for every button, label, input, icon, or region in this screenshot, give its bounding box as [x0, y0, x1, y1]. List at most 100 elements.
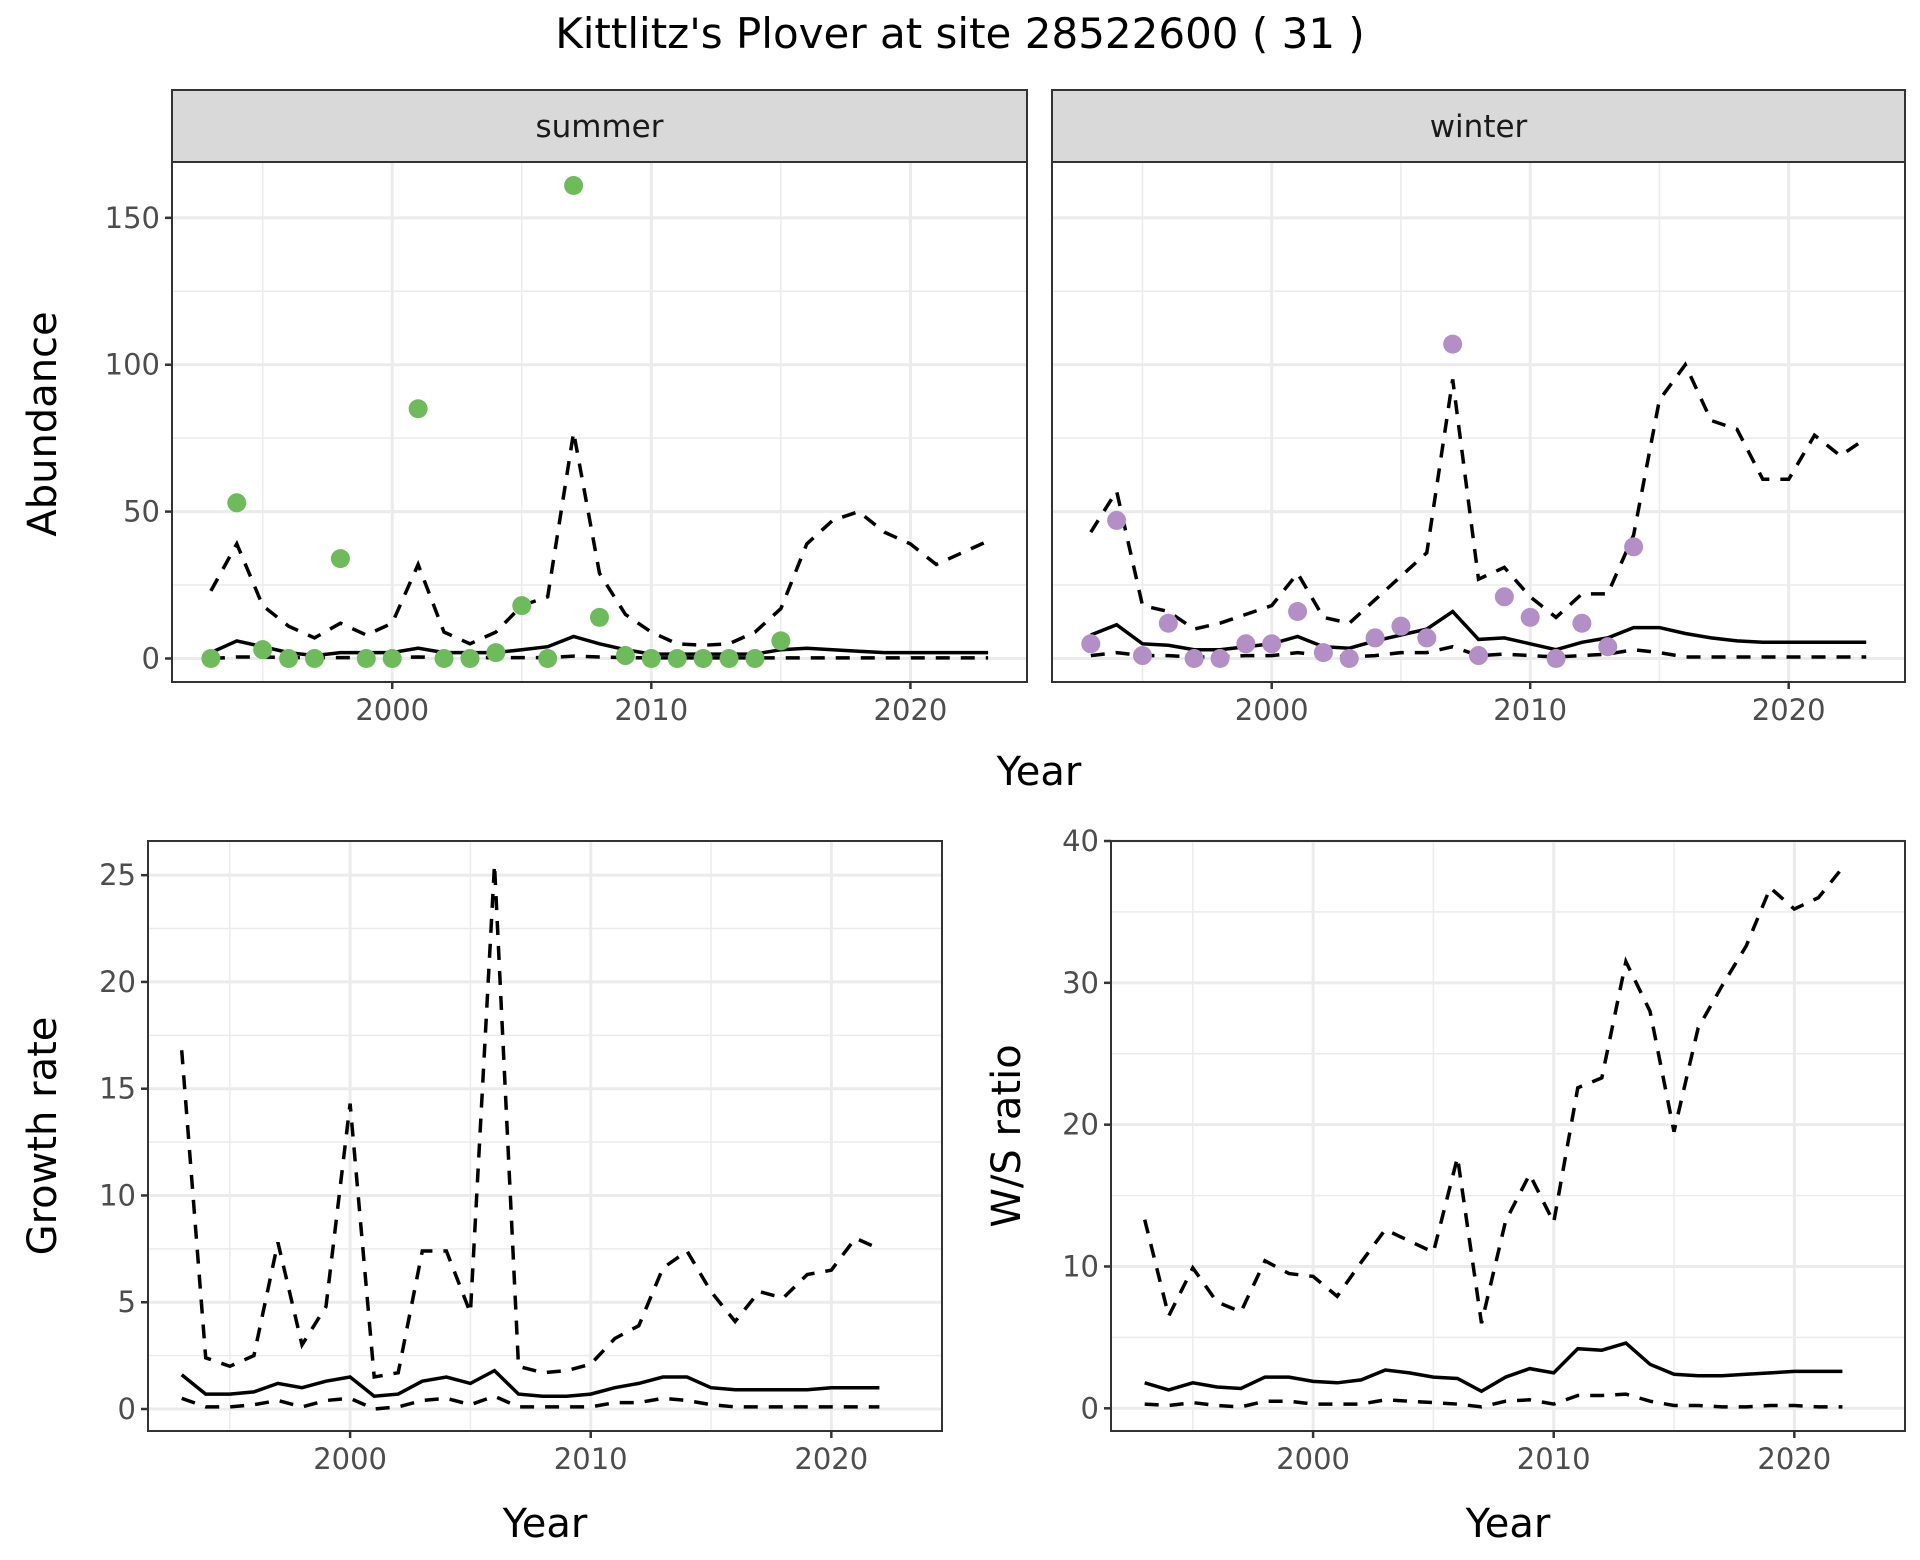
data-point — [434, 648, 454, 668]
data-point — [1494, 587, 1514, 607]
strip-summer — [171, 89, 1028, 163]
data-point — [719, 648, 739, 668]
data-point — [279, 648, 299, 668]
data-point — [745, 648, 765, 668]
panel-summer: summer 0 50 100 150 2000 2010 2020 — [105, 89, 1028, 727]
panel-border — [1051, 161, 1906, 683]
data-point — [1158, 613, 1178, 633]
x-tick-label: 2020 — [874, 693, 948, 727]
data-point — [1262, 634, 1282, 654]
data-point — [1520, 607, 1540, 627]
data-point — [1417, 628, 1437, 648]
plot-area-winter: 2000 2010 2020 — [1051, 161, 1906, 727]
y-tick-label: 20 — [1062, 1108, 1099, 1142]
data-point — [486, 643, 506, 663]
data-point — [771, 631, 791, 651]
data-point — [1443, 334, 1463, 354]
x-tick-label: 2000 — [1235, 693, 1309, 727]
y-axis-title-growth: Growth rate — [20, 1017, 66, 1256]
data-point — [1210, 648, 1230, 668]
data-point — [227, 493, 247, 513]
data-point — [1081, 634, 1101, 654]
data-point — [356, 648, 376, 668]
x-tick-label: 2010 — [554, 1442, 628, 1476]
data-point — [1236, 634, 1256, 654]
y-tick-label: 10 — [1062, 1249, 1099, 1283]
chart-title: Kittlitz's Plover at site 28522600 ( 31 … — [555, 9, 1365, 58]
strip-winter — [1051, 89, 1906, 163]
plot-background — [148, 841, 942, 1431]
series-lower-ci-line — [181, 1394, 880, 1411]
x-axis-title-top: Year — [996, 749, 1082, 795]
y-tick-label: 0 — [1081, 1391, 1099, 1425]
data-point — [1469, 646, 1488, 666]
data-point — [667, 648, 687, 668]
x-axis-title-growth: Year — [502, 1501, 588, 1547]
x-tick-label: 2010 — [614, 693, 688, 727]
series-lower-ci-line — [210, 654, 989, 661]
series-upper-ci-line — [1089, 361, 1868, 631]
y-tick-label: 25 — [99, 858, 136, 892]
y-tick-label: 100 — [105, 348, 160, 382]
series-mean-line — [1144, 1341, 1843, 1394]
data-point — [512, 596, 532, 616]
data-point — [305, 648, 324, 668]
data-point — [1624, 537, 1644, 557]
data-point — [1313, 643, 1333, 663]
plot-area-growth: 0 5 10 15 20 25 2000 2010 2020 — [99, 840, 943, 1476]
x-tick-label: 2020 — [1752, 693, 1826, 727]
data-point — [1107, 510, 1127, 530]
data-point — [641, 648, 661, 668]
series-upper-ci-line — [179, 864, 881, 1380]
y-tick-label: 5 — [118, 1285, 136, 1319]
x-tick-label: 2000 — [355, 693, 429, 727]
y-tick-label: 40 — [1062, 824, 1099, 858]
y-tick-label: 0 — [142, 641, 160, 675]
data-point — [408, 399, 428, 419]
x-tick-label: 2020 — [1757, 1442, 1831, 1476]
y-tick-label: 20 — [99, 965, 136, 999]
plot-background — [172, 162, 1027, 682]
data-point — [538, 648, 558, 668]
plot-area-summer: 0 50 100 150 2000 2010 2020 — [105, 161, 1028, 727]
y-tick-label: 10 — [99, 1178, 136, 1212]
x-tick-label: 2010 — [1493, 693, 1567, 727]
series-upper-ci-line — [1143, 866, 1844, 1324]
y-tick-label: 50 — [123, 495, 160, 529]
x-axis-title-ratio: Year — [1465, 1501, 1551, 1547]
panel-winter: winter 2000 2010 2020 — [1051, 89, 1906, 727]
data-point — [201, 648, 221, 668]
panel-border — [1110, 840, 1906, 1432]
plot-background — [1052, 162, 1905, 682]
y-tick-label: 150 — [105, 201, 160, 235]
series-mean-line — [180, 1368, 880, 1399]
series-lower-ci-line — [1144, 1392, 1843, 1409]
x-tick-label: 2010 — [1517, 1442, 1591, 1476]
data-point — [1546, 648, 1566, 668]
x-tick-label: 2000 — [313, 1442, 387, 1476]
strip-label-winter: winter — [1430, 109, 1528, 145]
y-tick-label: 15 — [99, 1072, 136, 1106]
data-point — [1184, 648, 1204, 668]
y-axis-title-abundance: Abundance — [20, 311, 66, 536]
data-point — [1339, 648, 1359, 668]
data-point — [460, 648, 480, 668]
data-point — [1572, 613, 1592, 633]
x-tick-label: 2020 — [794, 1442, 868, 1476]
series-upper-ci-line — [209, 431, 989, 648]
data-point — [1365, 628, 1385, 648]
x-tick-label: 2000 — [1276, 1442, 1350, 1476]
strip-label-summer: summer — [535, 109, 663, 145]
data-point — [253, 640, 273, 660]
plot-background — [1111, 841, 1905, 1431]
data-point — [330, 549, 350, 569]
panel-border — [147, 840, 943, 1432]
data-point — [564, 176, 584, 196]
data-point — [615, 646, 635, 666]
y-tick-label: 0 — [118, 1392, 136, 1426]
data-point — [1391, 616, 1411, 636]
data-point — [1132, 646, 1152, 666]
data-point — [590, 607, 609, 627]
data-point — [382, 648, 402, 668]
